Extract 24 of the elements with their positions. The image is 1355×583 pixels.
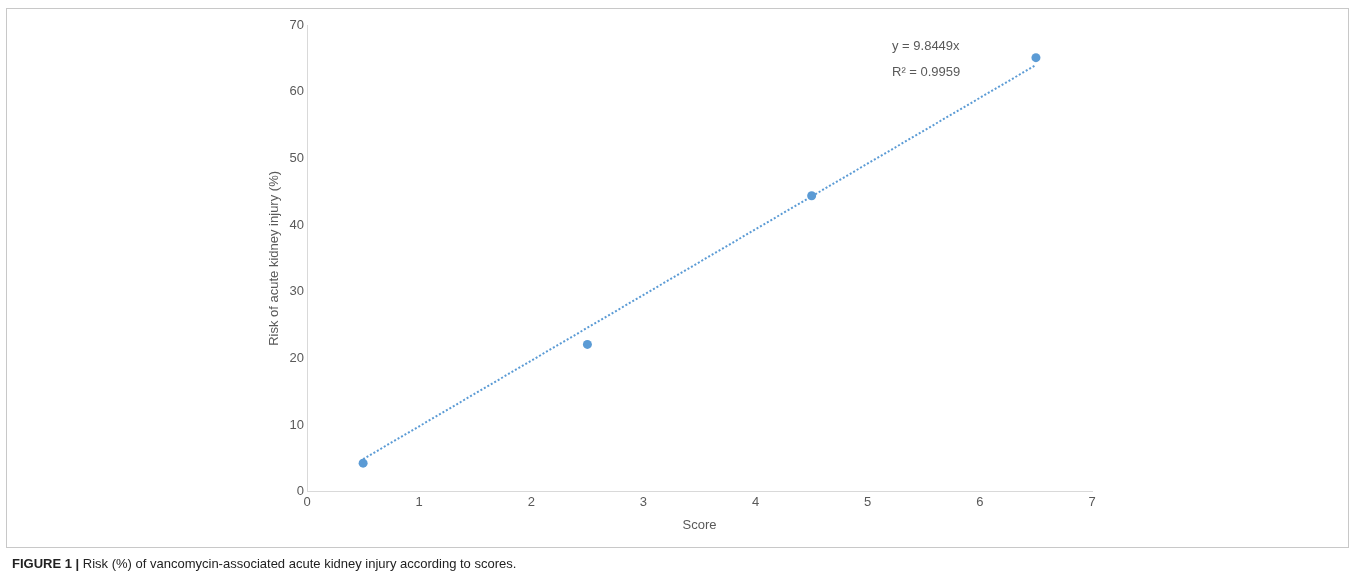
y-axis-title: Risk of acute kidney injury (%) bbox=[266, 170, 282, 346]
point bbox=[358, 458, 368, 468]
y-tick-label: 50 bbox=[289, 149, 305, 165]
x-tick-label: 7 bbox=[1088, 494, 1096, 510]
y-tick-label: 60 bbox=[289, 83, 305, 99]
x-tick-label: 1 bbox=[415, 494, 423, 510]
x-tick-label: 5 bbox=[864, 494, 872, 510]
y-tick-label: 10 bbox=[289, 416, 305, 432]
point bbox=[807, 191, 817, 201]
x-tick-label: 6 bbox=[976, 494, 984, 510]
y-tick-label: 0 bbox=[296, 483, 305, 499]
x-axis-title: Score bbox=[682, 516, 717, 532]
x-tick-label: 3 bbox=[639, 494, 648, 510]
caption: FIGURE 1 | Risk (%) of vancomycin-associated acute kidney injury according to scores. bbox=[12, 556, 517, 571]
x-tick-label: 2 bbox=[527, 494, 535, 510]
annotation: y = 9.8449x bbox=[892, 37, 961, 53]
y-tick-label: 30 bbox=[289, 283, 305, 299]
y-tick-label: 70 bbox=[289, 16, 305, 32]
y-tick-label: 40 bbox=[289, 216, 305, 232]
annotation: R² = 0.9959 bbox=[892, 63, 961, 79]
point bbox=[1031, 53, 1041, 63]
y-tick-label: 20 bbox=[289, 350, 305, 366]
point bbox=[582, 339, 592, 349]
x-tick-label: 4 bbox=[751, 494, 760, 510]
